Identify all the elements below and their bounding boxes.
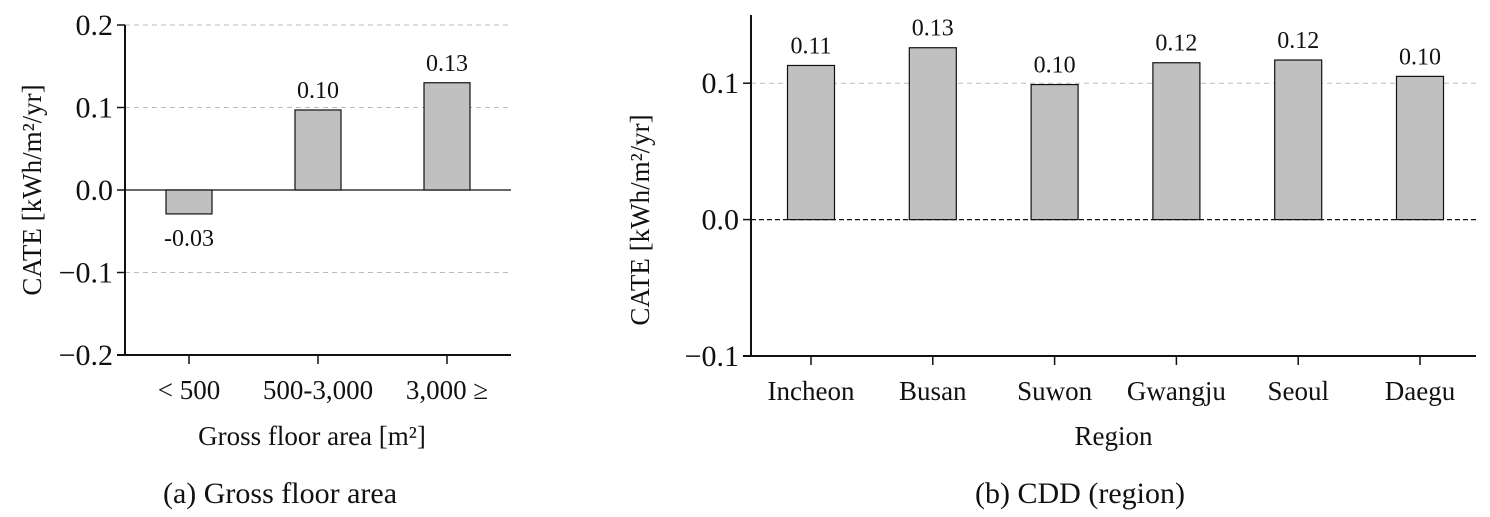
bar bbox=[294, 109, 342, 191]
data-label: 0.13 bbox=[912, 16, 954, 42]
data-label: 0.10 bbox=[297, 78, 339, 104]
x-tick-label: Busan bbox=[899, 376, 967, 406]
y-tick-label: 0.0 bbox=[702, 204, 740, 237]
x-tick-label: < 500 bbox=[158, 375, 220, 405]
bar bbox=[908, 47, 957, 221]
y-tick-label: −0.2 bbox=[59, 339, 113, 372]
y-tick-label: −0.1 bbox=[59, 257, 113, 290]
chart-cdd-region: 0.11 Incheon 0.13 Busan 0.10 Suwon 0.12 Gwangju… bbox=[625, 15, 1476, 510]
bar bbox=[423, 82, 471, 191]
y-tick-label: 0.1 bbox=[76, 92, 114, 125]
x-tick-label: 500-3,000 bbox=[263, 375, 373, 405]
data-label: 0.13 bbox=[426, 51, 468, 77]
bar bbox=[1030, 83, 1079, 221]
y-tick-label: 0.0 bbox=[76, 174, 114, 207]
data-label: 0.10 bbox=[1034, 53, 1076, 79]
y-axis-label: CATE [kWh/m²/yr] bbox=[17, 84, 47, 295]
x-tick-label: Suwon bbox=[1017, 376, 1093, 406]
chart-gross-floor-area: -0.03 < 500 0.10 500-3,000 0.13 3,000 ≥ −0.2 −0… bbox=[17, 9, 511, 510]
bar bbox=[1152, 62, 1201, 221]
x-tick-label: Seoul bbox=[1267, 376, 1329, 406]
y-axis-label: CATE [kWh/m²/yr] bbox=[625, 114, 655, 325]
data-label: -0.03 bbox=[164, 226, 214, 252]
bar bbox=[786, 64, 836, 221]
y-tick-label: 0.1 bbox=[702, 67, 740, 100]
y-tick-label: 0.2 bbox=[76, 9, 114, 42]
data-label: 0.11 bbox=[790, 33, 831, 59]
x-axis-label: Region bbox=[1075, 421, 1153, 451]
x-axis-label: Gross floor area [m²] bbox=[198, 421, 426, 451]
bar bbox=[1274, 59, 1323, 221]
data-label: 0.10 bbox=[1399, 44, 1441, 70]
x-tick-label: 3,000 ≥ bbox=[406, 375, 488, 405]
y-tick-label: −0.1 bbox=[685, 340, 739, 373]
bar bbox=[1395, 75, 1445, 221]
bar bbox=[165, 189, 213, 215]
chart-caption: (a) Gross floor area bbox=[163, 477, 397, 510]
data-label: 0.12 bbox=[1155, 31, 1197, 57]
x-tick-label: Gwangju bbox=[1127, 376, 1226, 406]
chart-caption: (b) CDD (region) bbox=[975, 477, 1185, 510]
x-tick-label: Daegu bbox=[1385, 376, 1456, 406]
x-tick-label: Incheon bbox=[768, 376, 855, 406]
data-label: 0.12 bbox=[1277, 28, 1319, 54]
